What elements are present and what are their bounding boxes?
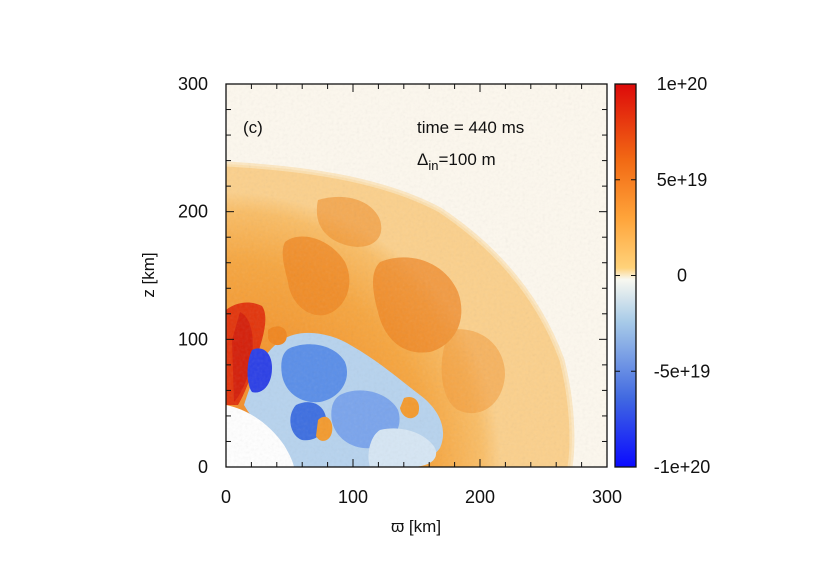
plot-frame	[225, 83, 608, 468]
colorbar-tick-label: -5e+19	[654, 361, 711, 381]
heatmap-field	[226, 84, 607, 467]
colorbar-tick-label: 1e+20	[657, 74, 708, 94]
y-tick-label: 300	[178, 74, 208, 94]
time-annotation: time = 440 ms	[417, 118, 524, 137]
x-tick-label: 100	[338, 487, 368, 507]
y-tick-label: 100	[178, 329, 208, 349]
x-tick-label: 300	[592, 487, 622, 507]
resolution-annotation: Δin=100 m	[417, 150, 496, 173]
colorbar-tick-label: 0	[677, 266, 687, 286]
colorbar-ticks: 1e+20 5e+19 0 -5e+19 -1e+20	[615, 74, 710, 477]
y-axis-label: z [km]	[139, 252, 158, 297]
delta-subscript: in	[428, 158, 438, 173]
axes: 0 100 200 300 0 100 200 300	[178, 74, 622, 507]
x-axis-label: ϖ [km]	[391, 517, 441, 536]
grain-texture	[226, 84, 607, 467]
y-tick-label: 200	[178, 202, 208, 222]
colorbar-tick-label: 5e+19	[657, 170, 708, 190]
delta-value: =100 m	[438, 150, 495, 169]
colorbar-tick-label: -1e+20	[654, 457, 711, 477]
delta-symbol: Δ	[417, 150, 428, 169]
x-tick-label: 0	[221, 487, 231, 507]
x-tick-label: 200	[465, 487, 495, 507]
y-tick-label: 0	[198, 457, 208, 477]
panel-label: (c)	[243, 118, 263, 137]
